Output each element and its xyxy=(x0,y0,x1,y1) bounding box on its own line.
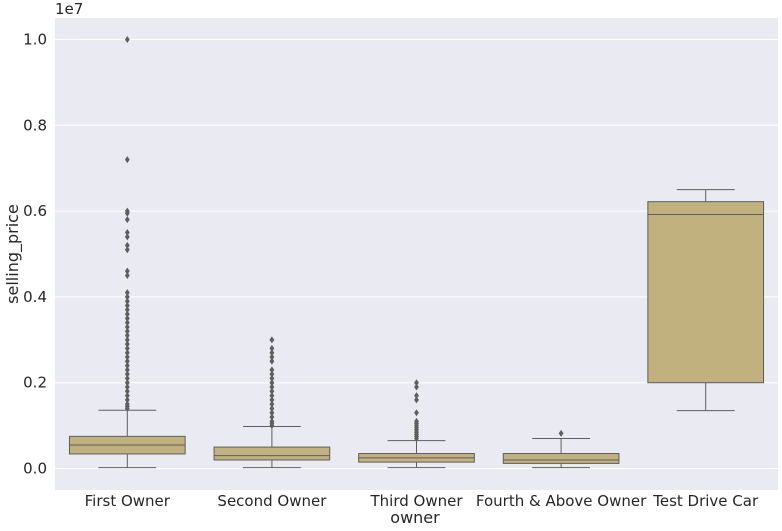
outlier-point xyxy=(124,297,130,305)
outlier-point xyxy=(269,349,275,357)
outlier-point xyxy=(124,35,130,43)
outlier-point xyxy=(124,216,130,224)
outlier-point xyxy=(124,349,130,357)
outlier-point xyxy=(269,383,275,391)
y-tick-label: 0.4 xyxy=(23,288,47,306)
outlier-point xyxy=(269,379,275,387)
box-group xyxy=(358,379,475,469)
outlier-point xyxy=(124,289,130,297)
outlier-point xyxy=(124,332,130,340)
outlier-point xyxy=(269,374,275,382)
y-tick-label: 1.0 xyxy=(23,30,47,48)
outlier-point xyxy=(269,370,275,378)
outlier-point xyxy=(414,396,419,404)
outlier-point xyxy=(124,374,130,382)
box-series xyxy=(68,35,765,469)
outlier-point xyxy=(269,336,275,344)
outlier-point xyxy=(124,267,130,275)
outlier-point xyxy=(414,392,419,400)
outlier-point xyxy=(414,383,419,391)
outlier-point xyxy=(124,310,130,318)
outlier-point xyxy=(269,357,275,365)
outlier-point xyxy=(124,370,130,378)
outlier-point xyxy=(558,429,564,437)
x-tick-label: First Owner xyxy=(85,492,171,510)
outlier-point xyxy=(269,366,275,374)
outlier-point xyxy=(414,435,419,443)
y-tick-label: 0.6 xyxy=(23,202,47,220)
outlier-point xyxy=(269,400,275,408)
outlier-point xyxy=(124,241,130,249)
outlier-point xyxy=(124,396,130,404)
outlier-point xyxy=(269,344,275,352)
outlier-point xyxy=(124,353,130,361)
outlier-point xyxy=(269,404,275,412)
outlier-point xyxy=(269,387,275,395)
outlier-point xyxy=(124,336,130,344)
outlier-point xyxy=(124,319,130,327)
outlier-point xyxy=(124,404,130,412)
x-tick-label: Test Drive Car xyxy=(652,492,759,510)
outlier-point xyxy=(124,293,130,301)
outlier-point xyxy=(269,413,275,421)
outlier-point xyxy=(124,344,130,352)
x-tick-label: Fourth & Above Owner xyxy=(476,492,647,510)
x-tick-label: Second Owner xyxy=(217,492,327,510)
outlier-point xyxy=(124,271,130,279)
box-group xyxy=(213,336,331,469)
x-tick-label: Third Owner xyxy=(369,492,463,510)
outlier-point xyxy=(124,362,130,370)
outlier-point xyxy=(269,353,275,361)
outlier-point xyxy=(124,233,130,241)
outlier-point xyxy=(269,392,275,400)
outlier-point xyxy=(124,379,130,387)
y-tick-label: 0.0 xyxy=(23,460,47,478)
outlier-point xyxy=(414,409,419,417)
outlier-point xyxy=(124,306,130,314)
outlier-point xyxy=(124,387,130,395)
box xyxy=(502,453,620,464)
y-tick-label: 0.8 xyxy=(23,116,47,134)
x-axis-ticks: First Owner Second Owner Third Owner Fourth… xyxy=(85,492,759,510)
outlier-point xyxy=(124,357,130,365)
outlier-point xyxy=(124,209,130,217)
outlier-point xyxy=(124,156,130,164)
outlier-point xyxy=(124,246,130,254)
outlier-point xyxy=(124,383,130,391)
box xyxy=(213,446,331,461)
outlier-point xyxy=(124,229,130,237)
box-group xyxy=(647,189,765,412)
outlier-point xyxy=(124,314,130,322)
outlier-point xyxy=(414,379,419,387)
outlier-point xyxy=(124,323,130,331)
y-axis-ticks: 0.0 0.2 0.4 0.6 0.8 1.0 xyxy=(23,30,47,477)
outlier-point xyxy=(269,396,275,404)
box xyxy=(647,201,765,384)
outlier-point xyxy=(124,340,130,348)
outlier-point xyxy=(124,327,130,335)
outlier-point xyxy=(124,301,130,309)
y-tick-label: 0.2 xyxy=(23,374,47,392)
x-axis-label: owner xyxy=(390,508,440,527)
outlier-point xyxy=(269,409,275,417)
box-group xyxy=(502,429,620,469)
outlier-point xyxy=(124,366,130,374)
y-axis-label: selling_price xyxy=(3,204,23,304)
outlier-point xyxy=(124,392,130,400)
y-axis-offset-label: 1e7 xyxy=(55,0,83,18)
outlier-point xyxy=(269,422,275,430)
box-group xyxy=(68,35,186,469)
